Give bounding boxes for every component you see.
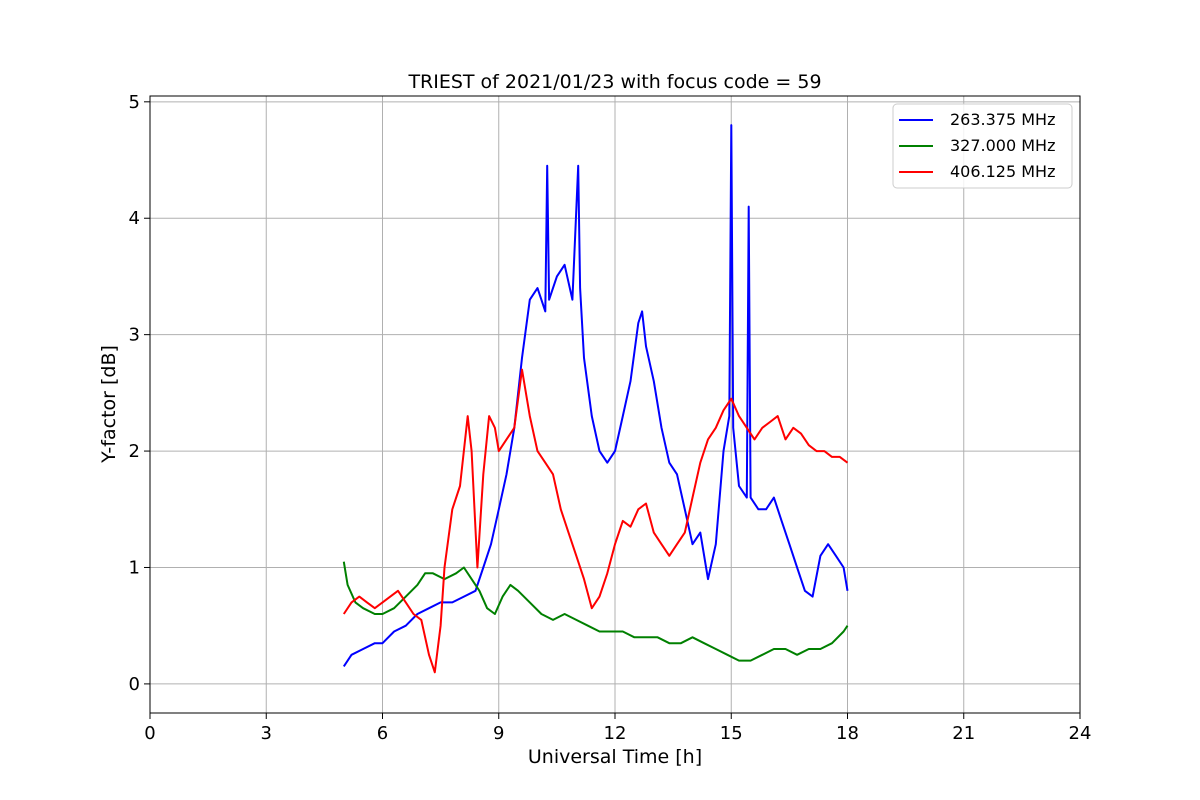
x-tick-label: 18	[836, 723, 859, 744]
y-axis-ticks: 0 1 2 3 4 5	[129, 92, 150, 695]
x-tick-label: 12	[604, 723, 627, 744]
y-tick-label: 2	[129, 441, 140, 462]
series-line-1	[342, 124, 849, 667]
y-tick-label: 3	[129, 325, 140, 346]
x-axis-ticks: 0 3 6 9 12 15 18 21 24	[144, 713, 1091, 744]
legend-box	[892, 103, 1073, 189]
chart-title: TRIEST of 2021/01/23 with focus code = 5…	[407, 71, 821, 93]
y-tick-label: 1	[129, 557, 140, 578]
x-axis-label: Universal Time [h]	[528, 746, 702, 768]
y-axis-label: Y-factor [dB]	[98, 345, 120, 464]
x-tick-label: 21	[952, 723, 975, 744]
legend-label: 263.375 MHz	[950, 110, 1055, 129]
y-tick-label: 0	[129, 674, 140, 695]
x-tick-label: 9	[493, 723, 504, 744]
x-tick-label: 15	[720, 723, 743, 744]
y-tick-label: 5	[129, 92, 140, 113]
series-layer	[342, 124, 849, 674]
x-tick-label: 6	[377, 723, 388, 744]
series-line-3	[342, 368, 849, 674]
x-tick-label: 3	[261, 723, 272, 744]
legend-label: 327.000 MHz	[950, 136, 1055, 155]
legend-label: 406.125 MHz	[950, 162, 1055, 181]
x-tick-label: 24	[1069, 723, 1092, 744]
legend: 263.375 MHz 327.000 MHz 406.125 MHz	[892, 103, 1073, 189]
x-tick-label: 0	[144, 723, 155, 744]
y-tick-label: 4	[129, 208, 140, 229]
series-line-2	[342, 561, 849, 662]
